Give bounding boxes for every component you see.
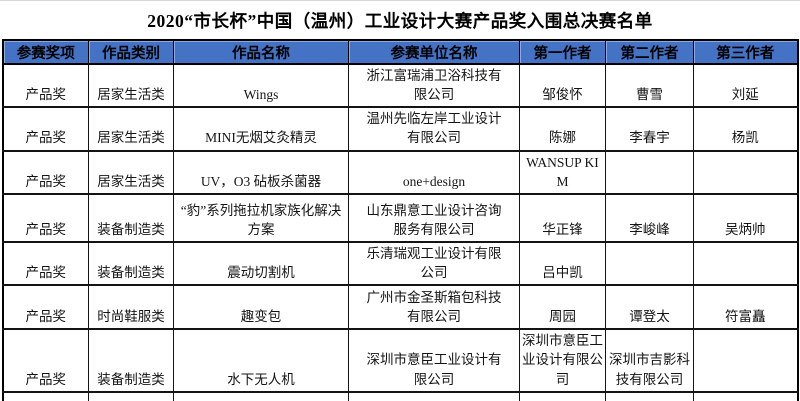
cell-unit-name: 山东鼎意工业设计咨询服务有限公司: [348, 192, 520, 243]
cell-third-author: [693, 149, 798, 195]
cell-work-name: 一体式防护服: [173, 390, 349, 401]
cell-third-author: 刘延: [693, 62, 798, 108]
cell-third-author: 吴炳帅: [693, 192, 798, 243]
cell-second-author: [605, 240, 694, 286]
cell-award: 产品奖: [2, 106, 89, 152]
cell-award: 产品奖: [2, 240, 89, 286]
cell-unit-name: 浙江富瑞浦卫浴科技有限公司: [348, 62, 520, 108]
table-row: 产品奖装备制造类一体式防护服温州时尚智造设计中心徐雅静余明亮李安庆: [2, 390, 798, 401]
cell-work-name: Wings: [173, 62, 349, 108]
cell-unit-name: one+design: [348, 149, 520, 195]
cell-third-author: 李安庆: [693, 390, 798, 401]
cell-first-author: 邹俊怀: [519, 62, 606, 108]
cell-first-author: 陈娜: [519, 106, 606, 152]
cell-work-name: MINI无烟艾灸精灵: [173, 106, 349, 152]
cell-unit-name: 温州先临左岸工业设计有限公司: [348, 106, 520, 152]
cell-award: 产品奖: [2, 328, 89, 393]
cell-third-author: 杨凯: [693, 106, 798, 152]
cell-first-author: WANSUP KIM: [519, 149, 606, 195]
cell-second-author: [605, 149, 694, 195]
cell-category: 装备制造类: [88, 192, 174, 243]
cell-first-author: 吕中凯: [519, 240, 606, 286]
cell-third-author: 符富矗: [693, 284, 798, 330]
table-row: 产品奖 装备制造类 震动切割机 乐清瑞观工业设计有限公司 吕中凯: [2, 240, 798, 286]
column-header-work-name: 作品名称: [173, 39, 349, 65]
cell-unit-name: 乐清瑞观工业设计有限公司: [348, 240, 520, 286]
cell-third-author: [693, 328, 798, 393]
cell-award: 产品奖: [2, 62, 89, 108]
cell-second-author: 谭登太: [605, 284, 694, 330]
cell-award: 产品奖: [2, 149, 89, 195]
cell-first-author: 华正锋: [519, 192, 606, 243]
column-header-third-author: 第三作者: [693, 39, 798, 65]
column-header-unit-name: 参赛单位名称: [348, 39, 520, 65]
cell-work-name: UV，O3 砧板杀菌器: [173, 149, 349, 195]
cell-award: 产品奖: [2, 284, 89, 330]
cell-second-author: 余明亮: [605, 390, 694, 401]
results-table: 参赛奖项 作品类别 作品名称 参赛单位名称 第一作者 第二作者 第三作者 产品奖…: [1, 39, 799, 401]
table-row: 产品奖 装备制造类 “豹”系列拖拉机家族化解决方案 山东鼎意工业设计咨询服务有限公司华…: [2, 192, 798, 243]
cell-unit-name: 温州时尚智造设计中心: [348, 390, 520, 401]
cell-second-author: 李峻峰: [605, 192, 694, 243]
column-header-category: 作品类别: [88, 39, 174, 65]
table-header-row: 参赛奖项 作品类别 作品名称 参赛单位名称 第一作者 第二作者 第三作者: [2, 39, 798, 65]
cell-second-author: 李春宇: [605, 106, 694, 152]
cell-unit-name: 广州市金圣斯箱包科技有限公司: [348, 284, 520, 330]
cell-second-author: 曹雪: [605, 62, 694, 108]
column-header-second-author: 第二作者: [605, 39, 694, 65]
cell-unit-name: 深圳市意臣工业设计有限公司: [348, 328, 520, 393]
page-title: 2020“市长杯”中国（温州）工业设计大赛产品奖入围总决赛名单: [147, 11, 653, 31]
cell-category: 居家生活类: [88, 106, 174, 152]
cell-category: 装备制造类: [88, 328, 174, 393]
cell-work-name: 趣变包: [173, 284, 349, 330]
table-row: 产品奖 时尚鞋服类 趣变包 广州市金圣斯箱包科技有限公司 周园 谭登太 符富矗: [2, 284, 798, 330]
cell-second-author: 深圳市吉影科技有限公司: [605, 328, 694, 393]
table-row: 产品奖 装备制造类 水下无人机 深圳市意臣工业设计有限公司 深圳市意臣工业设计有限公司深…: [2, 328, 798, 393]
cell-award: 产品奖: [2, 192, 89, 243]
cell-category: 装备制造类: [88, 390, 174, 401]
table-row: 产品奖 居家生活类 Wings 浙江富瑞浦卫浴科技有限公司 邹俊怀 曹雪 刘延: [2, 62, 798, 108]
table-row: 产品奖 居家生活类 UV，O3 砧板杀菌器 one+design WANSUP KIM: [2, 149, 798, 195]
results-table-body: 产品奖 居家生活类 Wings 浙江富瑞浦卫浴科技有限公司 邹俊怀 曹雪 刘延 产品奖 居家生活…: [2, 62, 798, 401]
cell-work-name: 水下无人机: [173, 328, 349, 393]
cell-third-author: [693, 240, 798, 286]
cell-first-author: 周园: [519, 284, 606, 330]
cell-work-name: “豹”系列拖拉机家族化解决方案: [173, 192, 349, 243]
cell-category: 居家生活类: [88, 62, 174, 108]
cell-category: 时尚鞋服类: [88, 284, 174, 330]
cell-first-author: 徐雅静: [519, 390, 606, 401]
cell-award: 产品奖: [2, 390, 89, 401]
cell-category: 装备制造类: [88, 240, 174, 286]
column-header-first-author: 第一作者: [519, 39, 606, 65]
cell-work-name: 震动切割机: [173, 240, 349, 286]
cell-category: 居家生活类: [88, 149, 174, 195]
table-row: 产品奖 居家生活类 MINI无烟艾灸精灵 温州先临左岸工业设计有限公司 陈娜 李春宇 杨凯: [2, 106, 798, 152]
cell-first-author: 深圳市意臣工业设计有限公司: [519, 328, 606, 393]
column-header-award: 参赛奖项: [2, 39, 89, 65]
